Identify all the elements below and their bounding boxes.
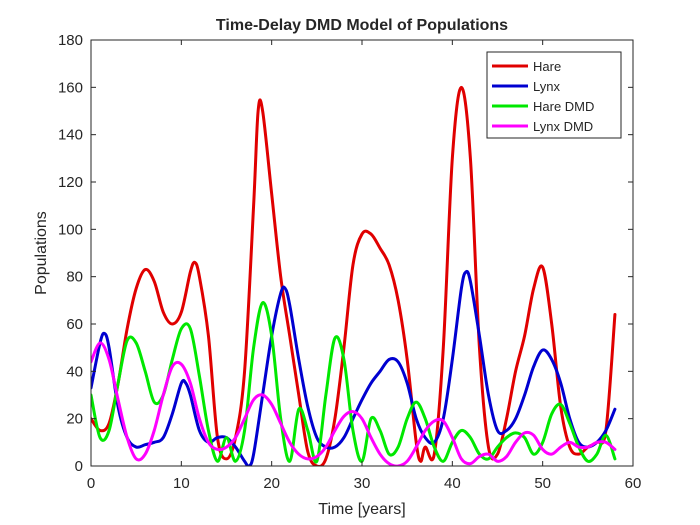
x-tick-label: 40 (444, 475, 461, 492)
legend-label-lynx: Lynx (533, 79, 560, 94)
series-line-lynx (91, 269, 617, 466)
y-tick-label: 20 (66, 411, 83, 428)
x-tick-label: 10 (173, 475, 190, 492)
series-line-hare-dmd (91, 301, 617, 464)
x-tick-label: 60 (625, 475, 642, 492)
chart-title: Time-Delay DMD Model of Populations (216, 17, 508, 34)
x-axis-ticks: 0 10 20 30 40 50 60 (87, 40, 642, 492)
y-tick-label: 60 (66, 316, 83, 333)
y-tick-label: 80 (66, 269, 83, 286)
legend-label-hare: Hare (533, 59, 561, 74)
legend-label-lynx-dmd: Lynx DMD (533, 119, 593, 134)
x-axis-label: Time [years] (318, 501, 405, 518)
series-lines (91, 85, 617, 466)
y-tick-label: 40 (66, 363, 83, 380)
y-tick-label: 120 (58, 174, 83, 191)
legend-label-hare-dmd: Hare DMD (533, 99, 594, 114)
y-axis-ticks: 0 20 40 60 80 100 120 140 160 180 (58, 32, 633, 475)
x-tick-label: 50 (534, 475, 551, 492)
y-tick-label: 180 (58, 32, 83, 49)
y-tick-label: 0 (75, 458, 83, 475)
x-tick-label: 30 (354, 475, 371, 492)
x-tick-label: 20 (263, 475, 280, 492)
y-tick-label: 100 (58, 221, 83, 238)
y-tick-label: 140 (58, 127, 83, 144)
series-line-lynx-dmd (91, 341, 617, 466)
y-axis-label: Populations (33, 211, 50, 295)
y-tick-label: 160 (58, 79, 83, 96)
legend: Hare Lynx Hare DMD Lynx DMD (486, 51, 622, 139)
series-line-hare (91, 85, 617, 466)
x-tick-label: 0 (87, 475, 95, 492)
